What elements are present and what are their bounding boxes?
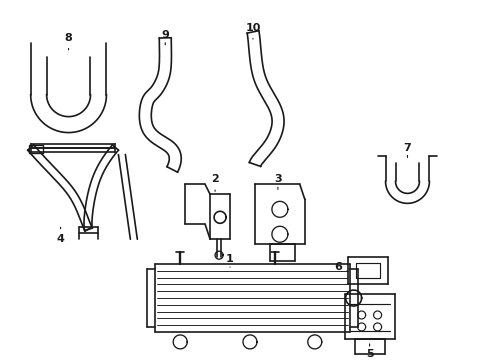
Text: 10: 10 bbox=[245, 23, 260, 39]
Text: 5: 5 bbox=[365, 344, 373, 359]
Text: 8: 8 bbox=[64, 33, 72, 50]
Text: 3: 3 bbox=[273, 175, 281, 189]
Text: 7: 7 bbox=[403, 143, 410, 157]
Text: 2: 2 bbox=[211, 175, 219, 192]
Text: 9: 9 bbox=[161, 30, 169, 45]
Text: 1: 1 bbox=[226, 254, 233, 267]
Text: 4: 4 bbox=[57, 227, 64, 244]
Text: 6: 6 bbox=[333, 262, 347, 272]
